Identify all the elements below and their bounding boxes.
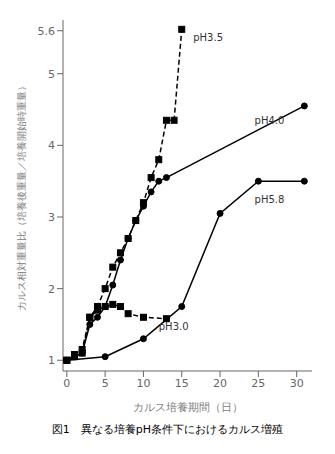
svg-text:2: 2 bbox=[48, 283, 55, 296]
svg-text:pH5.8: pH5.8 bbox=[255, 194, 285, 205]
svg-text:25: 25 bbox=[251, 377, 265, 390]
svg-text:カルス相対重量比（培養後重量／培養開始時重量）: カルス相対重量比（培養後重量／培養開始時重量） bbox=[16, 81, 27, 311]
svg-text:5: 5 bbox=[48, 68, 55, 81]
svg-text:20: 20 bbox=[213, 377, 227, 390]
svg-text:4: 4 bbox=[48, 139, 55, 152]
svg-text:5.6: 5.6 bbox=[38, 25, 56, 38]
svg-text:0: 0 bbox=[63, 377, 70, 390]
svg-text:15: 15 bbox=[175, 377, 189, 390]
svg-text:5: 5 bbox=[102, 377, 109, 390]
svg-text:3: 3 bbox=[48, 211, 55, 224]
svg-text:1: 1 bbox=[48, 354, 55, 367]
svg-text:30: 30 bbox=[290, 377, 304, 390]
html-text:図1 異なる培養pH条件下におけるカルス増殖: 図1 異なる培養pH条件下におけるカルス増殖 bbox=[51, 423, 284, 436]
svg-text:pH3.0: pH3.0 bbox=[159, 321, 189, 332]
svg-text:カルス培養期間（日）: カルス培養期間（日） bbox=[133, 401, 243, 414]
svg-text:pH4.0: pH4.0 bbox=[255, 115, 285, 126]
svg-text:10: 10 bbox=[136, 377, 150, 390]
svg-text:pH3.5: pH3.5 bbox=[193, 32, 223, 43]
